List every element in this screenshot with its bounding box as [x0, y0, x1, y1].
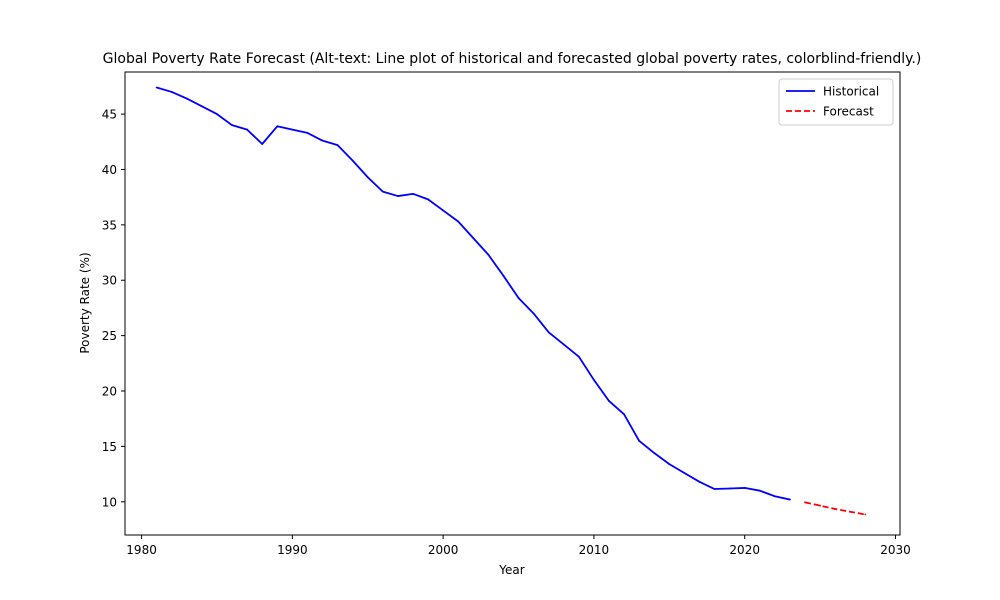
data-point-historical	[336, 144, 339, 147]
data-point-historical	[713, 488, 716, 490]
data-point-historical	[773, 495, 776, 498]
y-tick-label: 10	[102, 495, 117, 509]
y-axis: 10 15 20 25 30 35 40 45	[102, 108, 125, 509]
data-point-historical	[170, 91, 173, 93]
plot-area-frame	[124, 71, 901, 536]
x-tick-label: 1990	[277, 543, 308, 557]
chart-title: Global Poverty Rate Forecast (Alt-text: …	[103, 51, 922, 67]
data-point-historical	[261, 143, 264, 145]
x-tick-label: 2020	[729, 543, 760, 557]
data-point-historical	[532, 312, 535, 315]
data-point-historical	[623, 413, 625, 416]
data-point-forecast	[804, 501, 806, 504]
data-point-forecast	[834, 508, 837, 510]
data-point-forecast	[819, 504, 821, 507]
legend-label-historical: Historical	[823, 85, 879, 99]
x-axis-label: Year	[498, 563, 524, 577]
data-point-historical	[381, 190, 384, 193]
y-tick-label: 45	[102, 108, 117, 122]
data-point-historical	[366, 176, 369, 179]
plot-series	[155, 86, 867, 516]
legend-label-forecast: Forecast	[823, 105, 874, 119]
y-axis-label: Poverty Rate (%)	[78, 252, 92, 353]
y-tick-label: 35	[102, 218, 117, 232]
data-point-historical	[276, 125, 279, 128]
data-point-historical	[216, 113, 218, 115]
y-tick-label: 20	[102, 385, 117, 399]
data-point-historical	[351, 159, 354, 162]
data-point-historical	[562, 343, 565, 346]
data-point-historical	[201, 105, 203, 108]
data-point-historical	[321, 139, 324, 142]
data-point-historical	[246, 128, 249, 131]
y-tick-label: 15	[102, 440, 117, 454]
x-tick-label: 2030	[880, 543, 911, 557]
data-point-forecast	[864, 513, 867, 516]
data-point-historical	[487, 253, 490, 256]
data-point-historical	[231, 124, 233, 127]
y-tick-label: 40	[102, 163, 117, 177]
data-point-historical	[547, 331, 550, 334]
data-point-historical	[442, 209, 445, 212]
data-point-historical	[683, 472, 686, 474]
y-tick-label: 25	[102, 329, 117, 343]
data-point-historical	[728, 487, 731, 490]
x-tick-label: 1980	[126, 543, 157, 557]
data-point-forecast	[849, 510, 852, 513]
data-point-historical	[502, 274, 505, 277]
data-point-historical	[397, 195, 399, 197]
series-line-historical	[156, 86, 791, 501]
y-tick-label: 30	[102, 274, 117, 288]
data-point-historical	[306, 132, 309, 134]
data-point-historical	[291, 128, 294, 131]
data-point-historical	[457, 220, 460, 223]
data-point-historical	[758, 489, 761, 492]
x-axis: 1980 1990 2000 2010 2020 2030	[126, 535, 911, 557]
data-point-historical	[412, 192, 414, 195]
data-point-historical	[743, 487, 746, 489]
data-point-historical	[185, 97, 188, 100]
data-point-historical	[577, 355, 580, 358]
data-point-historical	[698, 480, 701, 483]
legend: Historical Forecast	[778, 78, 894, 126]
x-tick-label: 2000	[428, 543, 459, 557]
data-point-historical	[472, 237, 475, 240]
data-point-historical	[653, 452, 656, 454]
data-point-historical	[789, 498, 791, 501]
x-tick-label: 2010	[579, 543, 610, 557]
data-point-historical	[517, 297, 520, 299]
data-point-historical	[638, 439, 641, 442]
data-point-historical	[608, 400, 610, 402]
data-point-historical	[427, 198, 429, 201]
data-point-historical	[668, 463, 671, 466]
data-point-historical	[593, 379, 595, 381]
data-point-historical	[155, 86, 158, 89]
